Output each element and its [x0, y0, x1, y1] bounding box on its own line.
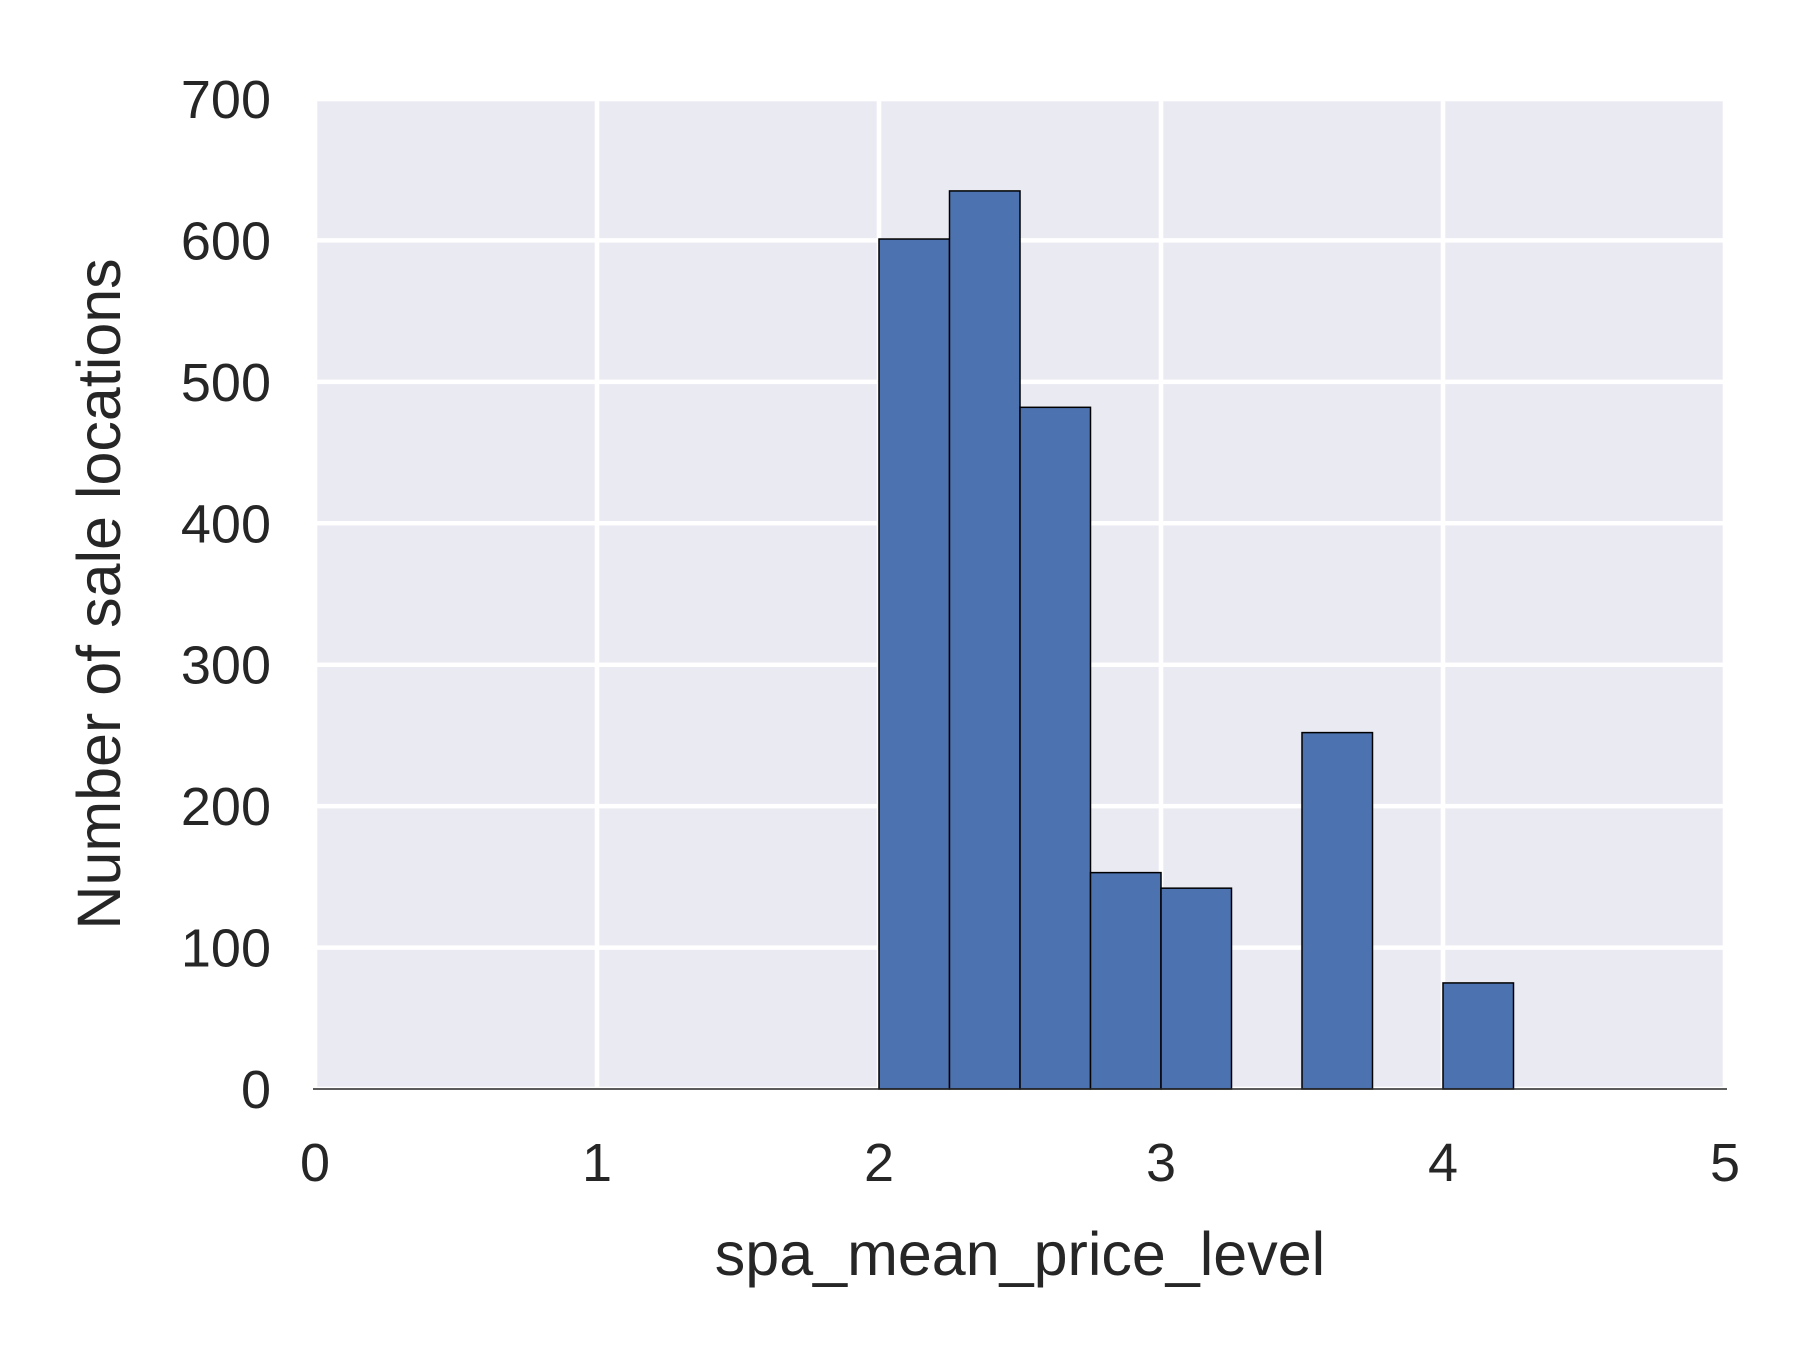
- x-axis-label: spa_mean_price_level: [715, 1220, 1325, 1288]
- y-tick-label: 600: [181, 211, 271, 271]
- histogram-bar: [1442, 982, 1515, 1090]
- histogram-bar: [1089, 871, 1162, 1090]
- y-tick-label: 0: [241, 1060, 271, 1120]
- x-tick-label: 0: [300, 1133, 330, 1193]
- histogram-bar: [878, 238, 951, 1090]
- x-tick-label: 1: [582, 1133, 612, 1193]
- histogram-bar: [1160, 887, 1233, 1090]
- x-tick-label: 5: [1710, 1133, 1740, 1193]
- x-tick-label: 3: [1146, 1133, 1176, 1193]
- x-tick-label: 4: [1428, 1133, 1458, 1193]
- y-tick-label: 500: [181, 353, 271, 413]
- bars: [878, 190, 1515, 1090]
- x-tick-label: 2: [864, 1133, 894, 1193]
- histogram-bar: [1301, 731, 1374, 1090]
- y-tick-labels: 0 100 200 300 400 500 600 700: [181, 70, 271, 1120]
- histogram-bar: [948, 190, 1021, 1090]
- y-tick-label: 300: [181, 636, 271, 696]
- y-tick-label: 100: [181, 919, 271, 979]
- x-tick-labels: 0 1 2 3 4 5: [300, 1133, 1740, 1193]
- histogram-bar: [1019, 406, 1092, 1090]
- y-axis-label: Number of sale locations: [65, 258, 133, 929]
- y-tick-label: 700: [181, 70, 271, 130]
- y-tick-label: 400: [181, 494, 271, 554]
- y-tick-label: 200: [181, 777, 271, 837]
